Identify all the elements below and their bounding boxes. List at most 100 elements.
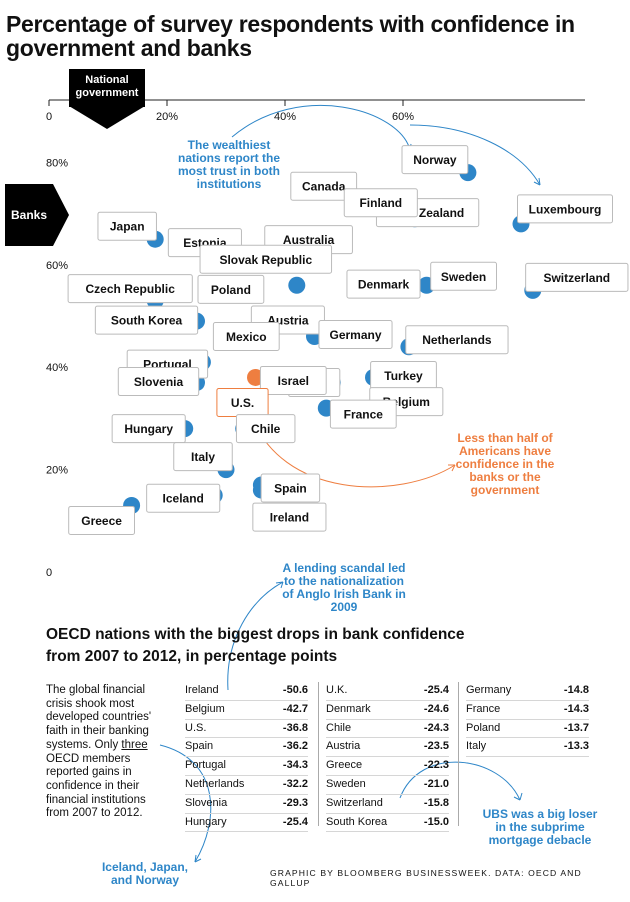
row-country: Poland bbox=[466, 721, 501, 734]
x-tick-label: 20% bbox=[156, 111, 178, 123]
point-label-box bbox=[173, 442, 233, 472]
drop-table-col-2: U.K. -25.4 Denmark -24.6 Chile -24.3 Austria -2… bbox=[326, 682, 449, 833]
row-value: -21.0 bbox=[423, 777, 449, 790]
row-country: Switzerland bbox=[326, 796, 383, 809]
arrow-wealthy-norway bbox=[231, 105, 411, 151]
drop-table-col-3: Germany -14.8 France -14.3 Poland -13.7 Italy -… bbox=[466, 682, 589, 758]
table-row: Germany -14.8 bbox=[466, 682, 589, 701]
row-country: South Korea bbox=[326, 815, 388, 828]
arrow-lending bbox=[227, 581, 284, 691]
row-value: -14.8 bbox=[563, 684, 589, 696]
point-label: Canada bbox=[302, 180, 346, 194]
table-row: U.K. -25.4 bbox=[326, 682, 449, 701]
table-intro: The global financial crisis shook most d… bbox=[46, 684, 170, 821]
point-label: France bbox=[344, 408, 384, 422]
point-label: Slovenia bbox=[134, 375, 184, 389]
table-row: Slovenia -29.3 bbox=[185, 795, 308, 814]
point-label: Germany bbox=[329, 328, 381, 342]
arrowhead bbox=[513, 792, 523, 801]
row-value: -50.6 bbox=[282, 684, 308, 696]
point-label: Australia bbox=[283, 233, 335, 247]
row-country: Netherlands bbox=[185, 777, 245, 790]
row-value: -29.3 bbox=[282, 796, 308, 809]
point-label: Denmark bbox=[358, 278, 410, 292]
credit-line: GRAPHIC BY BLOOMBERG BUSINESSWEEK. DATA:… bbox=[270, 868, 582, 888]
intro-text-before: The global financial crisis shook most d… bbox=[46, 684, 152, 751]
point-label: Israel bbox=[278, 374, 309, 388]
point-label-box bbox=[111, 414, 186, 444]
point-label-box bbox=[117, 367, 200, 397]
point-label: Poland bbox=[211, 283, 251, 297]
point-label: Sweden bbox=[441, 270, 486, 284]
point-label: Ireland bbox=[270, 511, 309, 525]
point-label: Chile bbox=[251, 422, 281, 436]
point-label: Norway bbox=[413, 153, 457, 167]
point-label: Spain bbox=[274, 481, 307, 495]
point-label-box bbox=[405, 325, 509, 355]
row-value: -23.5 bbox=[423, 740, 449, 753]
table-row: Poland -13.7 bbox=[466, 720, 589, 739]
row-value: -15.8 bbox=[423, 796, 449, 809]
table-row: Portugal -34.3 bbox=[185, 757, 308, 776]
row-country: U.S. bbox=[185, 721, 207, 734]
row-value: -13.3 bbox=[563, 740, 589, 753]
y-tick-label: 0 bbox=[46, 567, 52, 579]
point-label: Netherlands bbox=[422, 333, 492, 347]
point-label-box bbox=[235, 414, 296, 444]
point-label: Slovak Republic bbox=[219, 253, 312, 267]
table-row: Hungary -25.4 bbox=[185, 814, 308, 833]
y-tick-label: 80% bbox=[46, 157, 68, 169]
point-label: Czech Republic bbox=[86, 282, 176, 296]
point-label-box bbox=[212, 321, 280, 351]
row-country: Hungary bbox=[185, 815, 227, 828]
table-row: France -14.3 bbox=[466, 701, 589, 720]
row-country: Germany bbox=[466, 684, 512, 696]
row-value: -15.0 bbox=[423, 815, 449, 828]
point-label-box bbox=[329, 399, 397, 429]
row-value: -42.7 bbox=[282, 702, 308, 715]
row-country: Chile bbox=[326, 721, 352, 734]
table-row: Netherlands -32.2 bbox=[185, 776, 308, 795]
point-label-box bbox=[146, 483, 221, 513]
row-country: Portugal bbox=[185, 759, 226, 772]
table-row: Chile -24.3 bbox=[326, 720, 449, 739]
row-value: -36.2 bbox=[282, 740, 308, 753]
row-value: -25.4 bbox=[423, 684, 449, 696]
page-title: Percentage of survey respondents with co… bbox=[6, 11, 575, 61]
row-value: -14.3 bbox=[563, 702, 589, 715]
point-label: South Korea bbox=[111, 314, 183, 328]
arrow-ubs bbox=[399, 761, 521, 801]
annotation-three: Iceland, Japan, and Norway bbox=[101, 860, 189, 887]
point-label-box bbox=[318, 319, 393, 349]
table-row: Greece -22.3 bbox=[326, 757, 449, 776]
point-label: Luxembourg bbox=[529, 202, 602, 216]
point-label-box bbox=[67, 274, 193, 304]
data-point-u-s- bbox=[247, 368, 264, 386]
point-label-box bbox=[517, 194, 613, 224]
row-country: France bbox=[466, 702, 501, 715]
row-value: -25.4 bbox=[282, 815, 308, 828]
column-divider bbox=[318, 682, 319, 826]
annotation-ireland: A lending scandal led to the nationaliza… bbox=[282, 561, 406, 614]
arrowhead bbox=[448, 464, 456, 472]
annotation-us: Less than half of Americans have confide… bbox=[455, 431, 555, 497]
point-label-box bbox=[346, 269, 421, 299]
row-country: Greece bbox=[326, 759, 363, 772]
row-country: Sweden bbox=[326, 777, 366, 790]
point-label: Greece bbox=[81, 514, 122, 528]
intro-three-link: three bbox=[121, 738, 148, 751]
table-row: Sweden -21.0 bbox=[326, 776, 449, 795]
x-tick-label: 0 bbox=[46, 111, 52, 123]
arrowhead bbox=[194, 854, 202, 863]
arrow-three bbox=[159, 744, 212, 863]
row-country: Ireland bbox=[185, 684, 219, 696]
table-row: U.S. -36.8 bbox=[185, 720, 308, 739]
row-value: -22.3 bbox=[423, 759, 449, 772]
table-row: Ireland -50.6 bbox=[185, 682, 308, 701]
row-country: Belgium bbox=[185, 702, 225, 715]
point-label-box bbox=[343, 188, 418, 218]
point-label: Japan bbox=[110, 220, 145, 234]
point-label-box bbox=[94, 305, 199, 335]
y-tick-label: 60% bbox=[46, 260, 68, 272]
